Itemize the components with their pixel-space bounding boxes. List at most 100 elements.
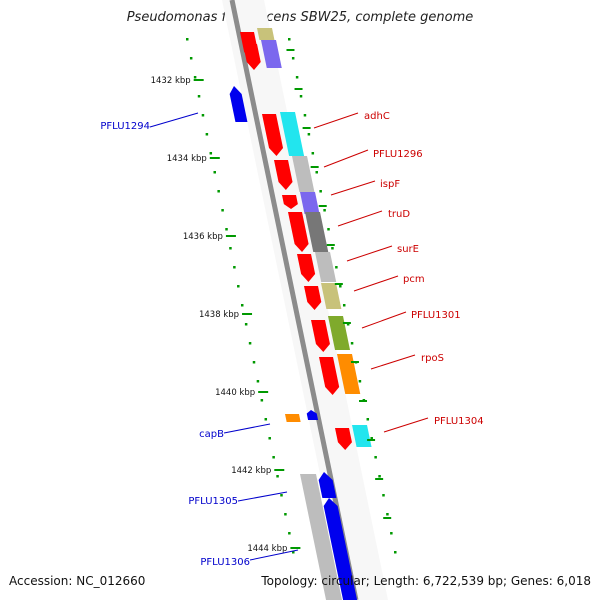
ruler-tick-label: 1434 kbp — [167, 154, 207, 164]
gene-feature-block[interactable] — [321, 283, 342, 309]
ruler-dot-left — [276, 475, 279, 478]
ruler-dot-left — [201, 114, 205, 117]
gene-arrow-forward[interactable] — [262, 114, 284, 156]
accession-text: Accession: NC_012660 — [9, 574, 146, 588]
ruler-dot-left — [197, 95, 201, 98]
gene-label-adhc[interactable]: adhC — [364, 111, 390, 122]
ruler-dot-right — [311, 152, 315, 155]
ruler-dot-left — [213, 171, 216, 174]
gene-arrow-pflu1305[interactable] — [318, 472, 337, 498]
ruler-dot-right — [335, 266, 338, 269]
ruler-dot-right — [386, 513, 389, 516]
gene-label-rpos[interactable]: rpoS — [421, 353, 444, 364]
gene-label-pcm[interactable]: pcm — [403, 274, 425, 285]
gene-arrow-forward[interactable] — [243, 44, 261, 70]
ruler-dot-left — [280, 494, 283, 497]
gene-label-pflu1304[interactable]: PFLU1304 — [434, 416, 484, 427]
ruler-dot-right — [346, 323, 350, 326]
ruler-dot-left — [248, 342, 252, 345]
gene-arrow-forward[interactable] — [274, 160, 293, 190]
ruler-dot-right — [370, 437, 373, 440]
map-title: Pseudomonas fluorescens SBW25, complete … — [126, 10, 474, 25]
ruler-dot-left — [292, 551, 295, 554]
ruler-dot-right — [331, 247, 334, 250]
gene-label-leader — [237, 491, 288, 502]
gene-feature-block[interactable] — [300, 192, 320, 214]
gene-label-leader — [353, 275, 399, 292]
ruler-dot-right — [291, 57, 295, 60]
ruler-dot-right — [390, 532, 393, 535]
ruler-tick-label: 1436 kbp — [183, 232, 223, 242]
genome-summary-text: Topology: circular; Length: 6,722,539 bp… — [261, 574, 591, 588]
gene-label-leader — [346, 245, 393, 262]
ruler-dot-left — [225, 228, 228, 231]
gene-arrow-forward[interactable] — [335, 428, 352, 450]
gene-feature-block[interactable] — [337, 354, 361, 394]
gene-label-pflu1301[interactable]: PFLU1301 — [411, 310, 461, 321]
gene-arrow-pflu1294[interactable] — [229, 86, 248, 122]
gene-label-leader — [149, 112, 199, 128]
gene-arrow-pflu1306[interactable] — [323, 498, 358, 600]
gene-label-leader — [223, 423, 271, 434]
gene-label-sure[interactable]: surE — [397, 244, 419, 255]
gene-label-pflu1296[interactable]: PFLU1296 — [373, 149, 423, 160]
gene-feature-block[interactable] — [305, 212, 329, 252]
gene-feature-block[interactable] — [292, 156, 315, 192]
ruler-dot-left — [252, 361, 256, 364]
ruler-dot-left — [272, 456, 275, 459]
ruler-dot-left — [240, 304, 244, 307]
gene-label-leader — [361, 311, 407, 329]
gene-arrow-forward[interactable] — [297, 254, 316, 282]
gene-arrow-capb[interactable] — [306, 410, 319, 420]
ruler-dot-right — [374, 456, 377, 459]
gene-feature-pflu1306[interactable] — [300, 474, 343, 600]
gene-arrow-forward[interactable] — [282, 195, 298, 209]
gene-feature-block[interactable] — [352, 425, 372, 447]
gene-feature-block[interactable] — [280, 112, 305, 156]
ruler-dot-right — [378, 475, 381, 478]
gene-label-leader — [383, 417, 429, 433]
gene-feature-block[interactable] — [257, 28, 275, 40]
gene-label-trud[interactable]: truD — [388, 209, 410, 220]
ruler-dot-right — [366, 418, 370, 421]
ruler-tick-label: 1442 kbp — [231, 466, 271, 476]
gene-label-leader — [370, 354, 416, 370]
ruler-dot-right — [382, 494, 385, 497]
gene-feature-block[interactable] — [328, 316, 351, 350]
gene-label-pflu1294[interactable]: PFLU1294 — [100, 121, 150, 132]
ruler-dot-right — [342, 304, 346, 307]
ruler-dot-left — [193, 76, 197, 79]
ruler-dot-right — [299, 95, 303, 98]
gene-label-pflu1305[interactable]: PFLU1305 — [188, 496, 238, 507]
ruler-dot-left — [268, 437, 271, 440]
ruler-dot-left — [264, 418, 268, 421]
gene-arrow-forward[interactable] — [304, 286, 322, 310]
ruler-dot-right — [319, 190, 322, 193]
ruler-dot-right — [295, 76, 299, 79]
ruler-dot-left — [186, 38, 189, 41]
ruler-dot-right — [394, 551, 397, 554]
gene-label-leader — [323, 149, 369, 168]
ruler-dot-left — [205, 133, 209, 136]
gene-label-capb[interactable]: capB — [199, 429, 224, 440]
ruler-tick-label: 1438 kbp — [199, 310, 239, 320]
ruler-tick-label: 1432 kbp — [151, 76, 191, 86]
genome-backbone-band — [222, 0, 388, 600]
ruler-dot-right — [323, 209, 326, 212]
genome-backbone-line — [229, 0, 359, 600]
ruler-dot-left — [209, 152, 213, 155]
gene-feature-capb[interactable] — [285, 414, 301, 422]
gene-label-ispf[interactable]: ispF — [380, 179, 400, 190]
ruler-dot-left — [221, 209, 224, 212]
gene-arrow-forward[interactable] — [319, 357, 340, 395]
ruler-dot-left — [237, 285, 240, 288]
gene-arrow-forward[interactable] — [311, 320, 330, 352]
gene-label-leader — [313, 112, 359, 129]
gene-feature-block[interactable] — [261, 40, 282, 68]
ruler-dot-left — [288, 532, 291, 535]
gene-label-leader — [330, 180, 376, 196]
gene-arrow-forward[interactable] — [288, 212, 309, 252]
gene-label-pflu1306[interactable]: PFLU1306 — [200, 557, 250, 568]
ruler-dot-left — [229, 247, 232, 250]
gene-feature-block[interactable] — [315, 252, 337, 282]
